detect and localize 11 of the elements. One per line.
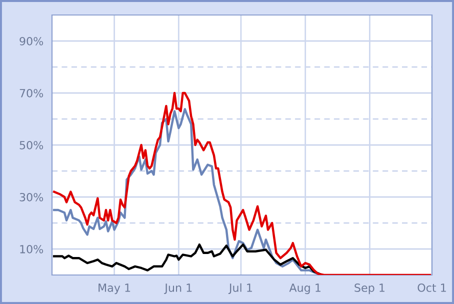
- y-tick-label: 10%: [20, 244, 44, 254]
- y-tick-label: 50%: [20, 140, 44, 150]
- x-tick-label: Sep 1: [354, 284, 384, 294]
- x-tick-label: Aug 1: [289, 284, 320, 294]
- y-tick-label: 90%: [20, 36, 44, 46]
- x-tick-label: May 1: [98, 284, 130, 294]
- x-tick-label: Jul 1: [228, 283, 252, 294]
- x-tick-label: Oct 1: [418, 284, 446, 292]
- y-tick-label: 30%: [20, 192, 44, 202]
- y-tick-label: 70%: [20, 88, 44, 98]
- x-tick-label: Jun 1: [164, 284, 192, 294]
